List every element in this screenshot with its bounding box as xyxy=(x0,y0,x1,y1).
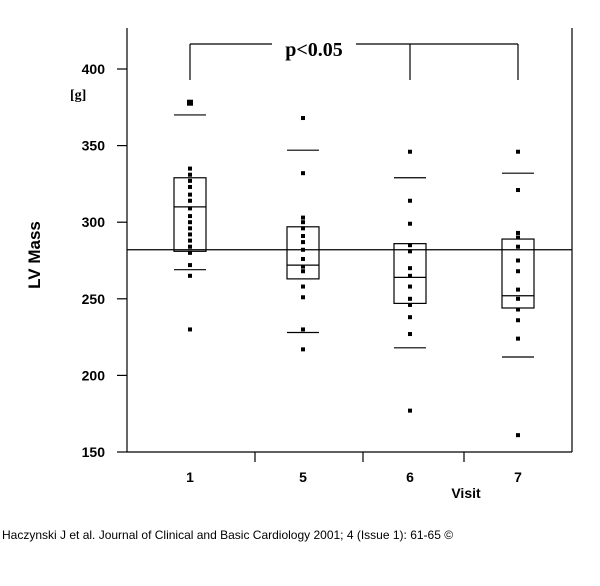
significance-label: p<0.05 xyxy=(285,39,343,61)
data-point-visit-7-4 xyxy=(516,244,520,249)
data-point-visit-5-3 xyxy=(301,220,305,225)
data-point-visit-5-12 xyxy=(301,295,305,300)
data-point-visit-7-7 xyxy=(516,287,520,292)
data-point-visit-5-9 xyxy=(301,264,305,269)
y-tick-label-350: 350 xyxy=(82,138,106,154)
y-axis-ticks: 150 200 250 300 350 400 xyxy=(82,61,127,460)
data-point-visit-5-7 xyxy=(301,247,305,252)
data-point-visit-6-11 xyxy=(408,332,412,337)
data-point-visit-5-13 xyxy=(301,327,305,332)
data-point-visit-1-0 xyxy=(187,99,193,106)
y-tick-label-200: 200 xyxy=(82,367,106,383)
y-axis-unit: [g] xyxy=(70,88,86,103)
data-point-visit-7-9 xyxy=(516,307,520,312)
data-point-visit-5-6 xyxy=(301,240,305,245)
data-point-visit-7-6 xyxy=(516,269,520,274)
plot-frame xyxy=(126,28,573,453)
box-plots xyxy=(173,114,535,358)
y-tick-label-250: 250 xyxy=(82,291,106,307)
data-point-visit-1-16 xyxy=(188,273,192,278)
x-tick-label-6: 6 xyxy=(406,469,414,485)
data-point-visit-1-7 xyxy=(188,206,192,211)
data-point-visit-7-10 xyxy=(516,318,520,323)
data-point-visit-5-0 xyxy=(301,116,305,121)
data-point-visit-6-5 xyxy=(408,266,412,271)
data-point-visit-1-4 xyxy=(188,184,192,189)
data-point-visit-1-12 xyxy=(188,238,192,243)
data-point-visit-1-8 xyxy=(188,214,192,219)
data-point-visit-5-1 xyxy=(301,171,305,176)
data-point-visit-7-12 xyxy=(516,433,520,438)
data-point-visit-7-8 xyxy=(516,296,520,301)
data-point-visit-6-7 xyxy=(408,284,412,289)
data-point-visit-5-2 xyxy=(301,215,305,220)
data-point-visit-6-10 xyxy=(408,315,412,320)
data-point-visit-6-4 xyxy=(408,249,412,254)
data-point-visit-6-12 xyxy=(408,408,412,413)
x-axis-label: Visit xyxy=(451,485,481,501)
data-point-visit-5-5 xyxy=(301,233,305,238)
data-point-visit-1-14 xyxy=(188,250,192,255)
data-point-visit-5-14 xyxy=(301,347,305,352)
data-point-visit-1-17 xyxy=(188,327,192,332)
y-tick-label-400: 400 xyxy=(82,61,106,77)
data-point-visit-7-1 xyxy=(516,188,520,193)
data-point-visit-7-0 xyxy=(516,149,520,154)
data-point-visit-5-11 xyxy=(301,284,305,289)
significance-bracket: p<0.05 xyxy=(189,39,519,80)
y-axis-label: LV Mass xyxy=(25,221,44,289)
data-point-visit-6-6 xyxy=(408,273,412,278)
data-point-visit-1-9 xyxy=(188,220,192,225)
data-point-visit-1-5 xyxy=(188,192,192,197)
data-point-visit-7-5 xyxy=(516,258,520,263)
data-point-visit-1-15 xyxy=(188,263,192,268)
data-point-visit-7-2 xyxy=(516,230,520,235)
data-point-visit-6-3 xyxy=(408,243,412,248)
data-point-visit-5-10 xyxy=(301,269,305,274)
x-tick-label-5: 5 xyxy=(299,469,307,485)
data-point-visit-1-10 xyxy=(188,226,192,231)
y-tick-label-150: 150 xyxy=(82,444,106,460)
data-point-visit-6-8 xyxy=(408,296,412,301)
data-point-visit-1-11 xyxy=(188,232,192,237)
data-point-visit-1-1 xyxy=(188,166,192,171)
data-point-visit-6-2 xyxy=(408,221,412,226)
citation-text: Haczynski J et al. Journal of Clinical a… xyxy=(2,528,454,542)
data-point-visit-6-1 xyxy=(408,198,412,203)
data-points xyxy=(187,99,520,438)
data-point-visit-6-0 xyxy=(408,149,412,154)
data-point-visit-1-3 xyxy=(188,178,192,183)
data-point-visit-7-11 xyxy=(516,336,520,341)
data-point-visit-1-13 xyxy=(188,244,192,249)
data-point-visit-1-2 xyxy=(188,172,192,177)
data-point-visit-6-9 xyxy=(408,302,412,307)
x-tick-label-7: 7 xyxy=(514,469,522,485)
x-tick-label-1: 1 xyxy=(186,469,194,485)
data-point-visit-7-3 xyxy=(516,235,520,240)
data-point-visit-5-8 xyxy=(301,256,305,261)
data-point-visit-1-6 xyxy=(188,198,192,203)
data-point-visit-5-4 xyxy=(301,226,305,231)
y-tick-label-300: 300 xyxy=(82,214,106,230)
